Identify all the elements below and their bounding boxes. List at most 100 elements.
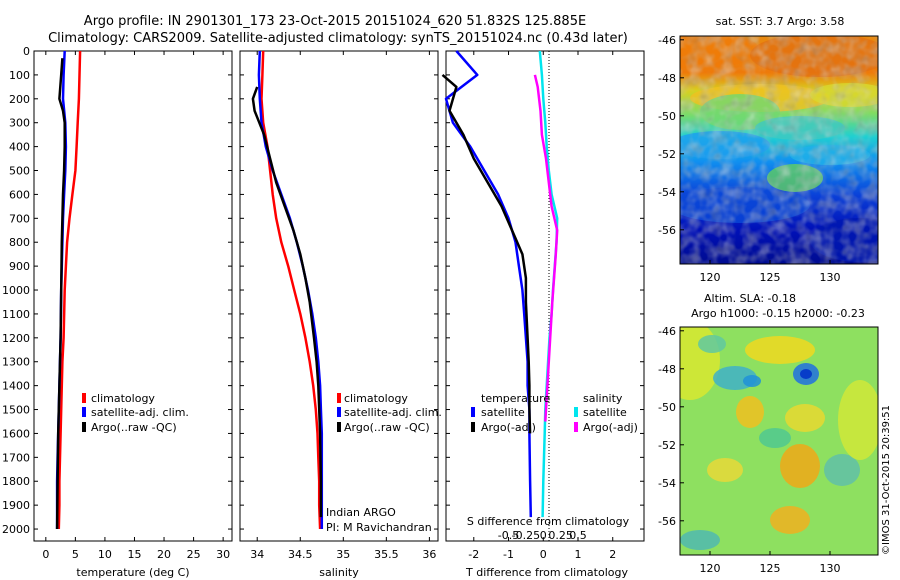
imos-credit: ©IMOS 31-Oct-2015 20:39:51: [881, 405, 892, 555]
legend-swatch-argo: [337, 422, 341, 432]
sla-map-panel: Altim. SLA: -0.18 Argo h1000: -0.15 h200…: [658, 292, 879, 575]
x-tick-label: -2: [468, 548, 479, 561]
series-climatology-line: [260, 50, 322, 530]
figure-title-line2: Climatology: CARS2009. Satellite-adjuste…: [48, 31, 628, 46]
x-tick-label: 5: [72, 548, 79, 561]
map-x-tick-label: 120: [700, 271, 721, 284]
sla-map-title-line2: Argo h1000: -0.15 h2000: -0.23: [691, 307, 865, 320]
map-y-tick-label: -48: [658, 72, 676, 85]
y-tick-label: 900: [9, 260, 30, 273]
sla-map-title-line1: Altim. SLA: -0.18: [704, 292, 796, 305]
x-tick-label: 35: [336, 548, 350, 561]
y-tick-label: 1100: [2, 308, 30, 321]
legend-label-climatology: climatology: [344, 392, 408, 405]
legend-swatch-satellite-adj: [337, 407, 341, 417]
x-tick-label: 35.5: [374, 548, 399, 561]
salinity-xlabel: salinity: [319, 566, 359, 579]
s-diff-tick-label: -0.25: [512, 529, 540, 542]
series-satellite-adj-clim-line: [257, 50, 324, 529]
sla-field-patch: [838, 380, 878, 460]
legend-swatch-s-argo: [574, 422, 578, 432]
map-y-tick-label: -52: [658, 148, 676, 161]
legend-label-s-satellite: satellite: [583, 406, 627, 419]
sla-field-patch: [759, 428, 791, 448]
x-tick-label: 10: [98, 548, 112, 561]
sst-map-title: sat. SST: 3.7 Argo: 3.58: [716, 15, 845, 28]
x-tick-label: 25: [187, 548, 201, 561]
temperature-axes-frame: [33, 50, 233, 542]
map-y-tick-label: -50: [658, 401, 676, 414]
y-tick-label: 700: [9, 212, 30, 225]
s-diff-tick-label: -0.5: [498, 529, 519, 542]
legend-swatch-climatology: [82, 393, 86, 403]
map-y-tick-label: -46: [658, 325, 676, 338]
sla-field-patch: [707, 458, 743, 482]
y-tick-label: 1500: [2, 404, 30, 417]
legend-swatch-climatology: [337, 393, 341, 403]
s-difference-label: S difference from climatology: [467, 515, 630, 528]
legend-label-s-argo: Argo(-adj): [583, 421, 638, 434]
map-y-tick-label: -50: [658, 110, 676, 123]
pi-annotation: PI: M Ravichandran: [326, 521, 432, 534]
sst-map-frame: [679, 35, 879, 265]
x-tick-label: 30: [216, 548, 230, 561]
salinity-axes-frame: [239, 50, 439, 542]
map-x-tick-label: 125: [760, 271, 781, 284]
sla-field-patch: [680, 530, 720, 550]
legend-swatch-argo: [82, 422, 86, 432]
sla-field-patch: [800, 369, 812, 379]
sla-field-patch: [770, 506, 810, 534]
map-y-tick-label: -56: [658, 224, 676, 237]
y-tick-label: 200: [9, 93, 30, 106]
temperature-panel: 0100200300400500600700800900100011001200…: [2, 45, 233, 579]
sla-field-patch: [698, 335, 726, 353]
legend-heading-temperature: temperature: [481, 392, 550, 405]
difference-legend: temperature satellite Argo(-adj) salinit…: [471, 392, 638, 434]
series-temperature-argo-adj-line: [441, 73, 532, 434]
salinity-legend: climatology satellite-adj. clim. Argo(..…: [337, 392, 442, 434]
sla-field-patch: [745, 336, 815, 364]
x-tick-label: 1: [575, 548, 582, 561]
y-tick-label: 300: [9, 117, 30, 130]
sla-field-patch: [824, 454, 860, 486]
sla-map-frame: [679, 326, 879, 556]
t-difference-xlabel: T difference from climatology: [465, 566, 628, 579]
y-tick-label: 500: [9, 165, 30, 178]
difference-panel: -2 -1 0 1 2 -0.5-0.25 0 0.250.5 S difference fr…: [441, 50, 645, 579]
y-tick-label: 1000: [2, 284, 30, 297]
s-diff-tick-label: 0: [540, 529, 547, 542]
sst-map-panel: sat. SST: 3.7 Argo: 3.58 120 125 130 -46 -48…: [658, 15, 879, 284]
s-diff-tick-label: 0.5: [569, 529, 587, 542]
y-tick-label: 2000: [2, 523, 30, 536]
series-climatology-line: [57, 50, 82, 530]
map-y-tick-label: -46: [658, 34, 676, 47]
map-x-tick-label: 130: [820, 562, 841, 575]
map-y-tick-label: -48: [658, 363, 676, 376]
y-tick-label: 800: [9, 236, 30, 249]
x-tick-label: -1: [503, 548, 514, 561]
legend-label-argo: Argo(..raw -QC): [344, 421, 430, 434]
y-tick-label: 100: [9, 69, 30, 82]
temperature-xlabel: temperature (deg C): [76, 566, 189, 579]
institution-annotation: Indian ARGO: [326, 506, 396, 519]
sla-field-patch: [743, 375, 761, 387]
legend-swatch-t-satellite: [471, 407, 475, 417]
x-tick-label: 2: [609, 548, 616, 561]
legend-label-satellite-adj: satellite-adj. clim.: [344, 406, 442, 419]
map-y-tick-label: -54: [658, 186, 676, 199]
legend-swatch-t-argo: [471, 422, 475, 432]
series-argo-raw-qc-line: [55, 58, 66, 530]
legend-label-climatology: climatology: [91, 392, 155, 405]
legend-label-t-satellite: satellite: [481, 406, 525, 419]
y-tick-label: 1200: [2, 332, 30, 345]
y-tick-label: 1900: [2, 499, 30, 512]
sla-field-patch: [736, 396, 764, 428]
x-tick-label: 20: [157, 548, 171, 561]
series-argo-raw-qc-line: [251, 86, 323, 518]
map-x-tick-label: 130: [820, 271, 841, 284]
y-tick-label: 1800: [2, 475, 30, 488]
x-tick-label: 34.5: [288, 548, 313, 561]
series-salinity-argo-adj-line: [533, 74, 559, 422]
y-tick-label: 1300: [2, 356, 30, 369]
